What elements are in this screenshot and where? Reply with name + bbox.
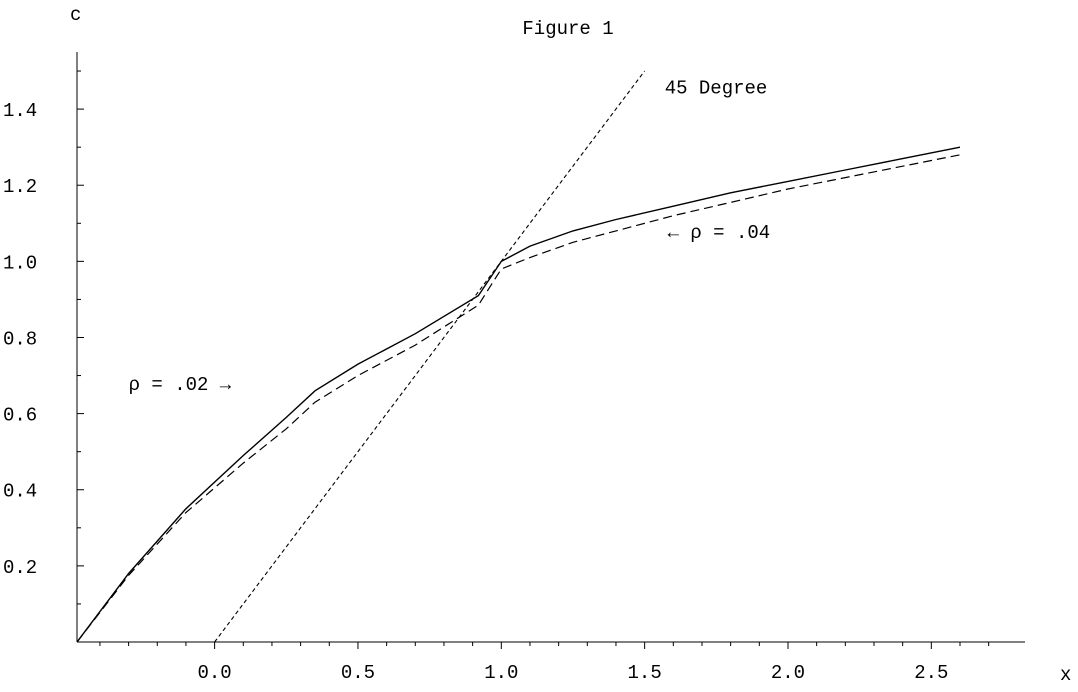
y-tick-label: 0.8	[3, 328, 37, 350]
series-line-dotted	[214, 70, 646, 643]
x-tick-label: 2.5	[914, 662, 948, 684]
y-axis-name: c	[70, 4, 81, 26]
y-tick-label: 1.2	[3, 176, 37, 198]
annotation-rho02: ρ = .02 →	[129, 374, 232, 396]
x-axis-name: x	[1060, 664, 1071, 686]
y-tick-label: 1.4	[3, 100, 37, 122]
x-ticks: 0.0 0.5 1.0 1.5 2.0 2.5	[99, 642, 990, 684]
y-ticks: 0.2 0.4 0.6 0.8 1.0 1.2 1.4	[3, 70, 84, 605]
annotation-deg45: 45 Degree	[665, 77, 768, 99]
annotation-rho04: ← ρ = .04	[668, 222, 771, 244]
y-tick-label: 1.0	[3, 252, 37, 274]
series-line-dashed	[76, 154, 961, 643]
y-tick-label: 0.6	[3, 405, 37, 427]
series-layer	[76, 70, 961, 643]
x-tick-label: 0.5	[341, 662, 375, 684]
y-tick-label: 0.4	[3, 481, 37, 503]
x-tick-label: 0.0	[198, 662, 232, 684]
x-tick-label: 1.0	[484, 662, 518, 684]
annotation-layer: 45 Degree ← ρ = .04 ρ = .02 →	[129, 77, 771, 396]
x-tick-label: 2.0	[771, 662, 805, 684]
chart-title: Figure 1	[522, 18, 613, 40]
x-tick-label: 1.5	[628, 662, 662, 684]
y-tick-label: 0.2	[3, 557, 37, 579]
